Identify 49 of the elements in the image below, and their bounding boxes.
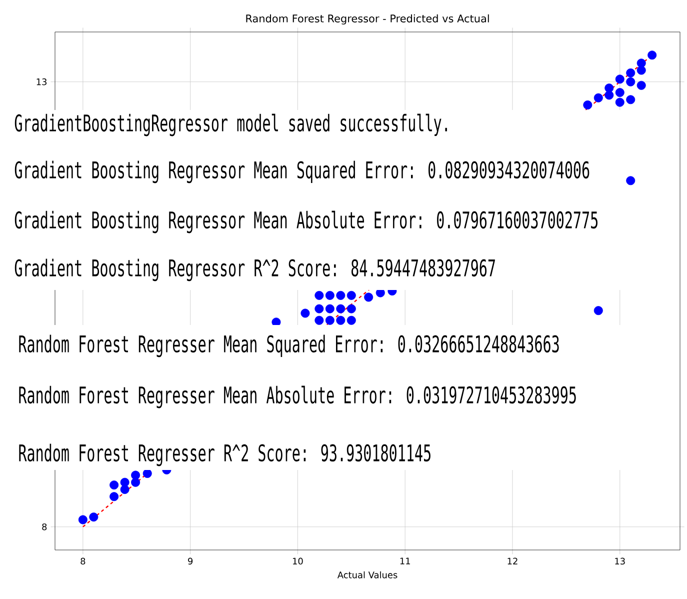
x-tick-label: 12 <box>508 558 518 564</box>
point <box>336 316 346 325</box>
point <box>325 290 334 300</box>
point <box>636 66 646 75</box>
point <box>648 50 657 60</box>
x-tick-label: 8 <box>80 558 86 565</box>
point <box>325 304 334 314</box>
x-tick-label: 10 <box>292 558 303 565</box>
point <box>89 512 98 522</box>
point <box>131 470 140 480</box>
point <box>615 98 624 107</box>
annotation: Random Forest Regresser Mean Absolute Error: 0.031972710453283995 <box>19 386 576 408</box>
point <box>336 304 346 314</box>
x-tick-label: 9 <box>188 558 193 565</box>
point <box>594 93 603 102</box>
point <box>314 316 324 325</box>
annotation: Gradient Boosting Regressor Mean Squared Error: 0.08290934320074006 <box>14 160 590 184</box>
point <box>78 515 88 524</box>
annotation: Random Forest Regresser R^2 Score: 93.9301801145 <box>19 444 430 466</box>
point <box>594 306 603 316</box>
annotation: Gradient Boosting Regressor R^2 Score: 84.59447483927967 <box>14 258 495 282</box>
point <box>325 316 334 325</box>
point <box>314 290 324 300</box>
annotation: GradientBoostingRegressor model saved successfully. <box>14 114 447 136</box>
point <box>626 77 636 86</box>
point <box>364 292 374 302</box>
point <box>626 95 636 104</box>
point <box>346 316 356 325</box>
annotation: Gradient Boosting Regressor Mean Absolute Error: 0.07967160037002775 <box>14 210 598 234</box>
point <box>626 68 636 78</box>
point <box>626 176 636 186</box>
point <box>615 88 624 98</box>
x-tick-label: 13 <box>615 558 625 565</box>
x-axis-title: Actual Values <box>337 571 398 578</box>
point <box>336 290 346 300</box>
annotation: Random Forest Regresser Mean Squared Error: 0.03266651248843663 <box>19 334 559 358</box>
point <box>110 480 119 490</box>
point <box>615 74 624 84</box>
point <box>583 100 592 110</box>
chart-title: Random Forest Regressor - Predicted vs Actual <box>246 14 489 24</box>
point <box>314 304 324 314</box>
point <box>346 304 356 314</box>
x-tick-label: 11 <box>400 558 410 564</box>
point <box>604 90 614 100</box>
point <box>110 492 119 502</box>
point <box>636 80 646 90</box>
point <box>346 290 356 300</box>
point <box>120 478 130 487</box>
point <box>300 308 310 318</box>
